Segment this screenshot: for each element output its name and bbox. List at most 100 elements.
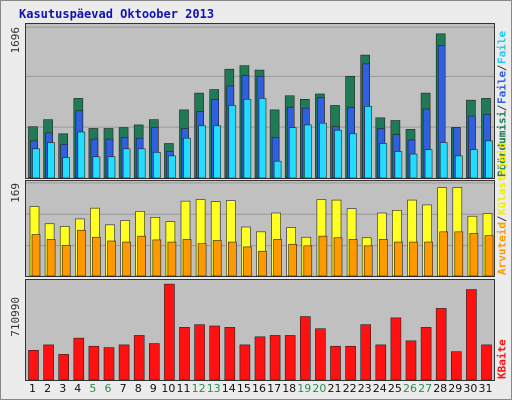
hosts-bar-9 xyxy=(152,239,162,277)
x-tick-label-9: 9 xyxy=(149,382,157,395)
kbytes-bar-8 xyxy=(133,335,145,381)
files-bar-24 xyxy=(379,143,388,179)
kbytes-bar-13 xyxy=(209,325,220,381)
hosts-bar-31 xyxy=(484,235,494,277)
files-bar-13 xyxy=(213,125,221,179)
hosts-bar-8 xyxy=(137,235,146,277)
x-tick-label-11: 11 xyxy=(176,382,191,395)
hosts-bar-11 xyxy=(182,239,192,277)
middle-y-max-label: 169 xyxy=(9,183,22,203)
hosts-bar-13 xyxy=(212,240,222,277)
hits-files-panel xyxy=(25,23,495,179)
hosts-bar-20 xyxy=(318,235,328,277)
files-bar-18 xyxy=(288,127,297,179)
hosts-bar-1 xyxy=(31,234,41,277)
x-tick-label-26: 26 xyxy=(403,382,417,395)
files-bar-1 xyxy=(32,148,40,179)
x-tick-label-3: 3 xyxy=(59,382,67,395)
hosts-bar-6 xyxy=(107,240,116,277)
kbytes-bar-16 xyxy=(254,336,266,381)
kbytes-bar-22 xyxy=(345,345,356,381)
hosts-bar-3 xyxy=(61,245,71,277)
kbytes-bar-29 xyxy=(450,351,462,381)
hosts-bar-16 xyxy=(258,250,267,277)
hosts-bar-24 xyxy=(378,239,388,277)
files-bar-14 xyxy=(228,105,237,179)
kbytes-bar-24 xyxy=(375,344,387,381)
x-tick-label-28: 28 xyxy=(433,382,448,395)
files-bar-9 xyxy=(153,152,161,179)
hosts-bar-30 xyxy=(469,233,479,277)
hosts-bar-4 xyxy=(76,229,86,277)
kbytes-bar-28 xyxy=(435,308,447,381)
kbytes-bar-20 xyxy=(315,328,326,381)
hosts-bar-10 xyxy=(167,241,177,277)
kbytes-bar-2 xyxy=(43,344,54,381)
x-tick-label-8: 8 xyxy=(134,382,142,395)
kbytes-bar-9 xyxy=(149,343,160,381)
hosts-bar-28 xyxy=(439,231,449,277)
hosts-bar-12 xyxy=(197,243,207,277)
files-bar-17 xyxy=(273,160,282,179)
x-tick-label-24: 24 xyxy=(372,382,387,395)
hosts-bar-29 xyxy=(454,231,464,277)
kbytes-bar-30 xyxy=(466,289,477,381)
files-bar-30 xyxy=(470,149,478,179)
middle-legend: Arvuteid / Külastajaid xyxy=(493,143,511,275)
x-tick-label-29: 29 xyxy=(448,382,463,395)
files-bar-7 xyxy=(122,148,131,179)
files-bar-21 xyxy=(334,129,342,179)
hosts-bar-25 xyxy=(394,241,403,277)
files-bar-26 xyxy=(409,153,418,179)
kbytes-bar-27 xyxy=(420,327,432,381)
kbytes-bar-10 xyxy=(164,283,175,381)
x-tick-label-23: 23 xyxy=(357,382,372,395)
x-tick-label-18: 18 xyxy=(282,382,297,395)
files-bar-8 xyxy=(137,148,146,179)
hosts-bar-18 xyxy=(288,243,298,277)
legend-hits: Faile xyxy=(495,71,509,105)
hosts-bar-22 xyxy=(348,239,358,277)
hosts-bar-26 xyxy=(409,241,418,277)
files-bar-11 xyxy=(183,137,191,179)
x-tick-label-7: 7 xyxy=(119,382,127,395)
files-bar-20 xyxy=(319,122,327,179)
files-bar-27 xyxy=(424,149,433,179)
x-tick-label-21: 21 xyxy=(327,382,342,395)
kbytes-bar-5 xyxy=(88,345,100,381)
kbytes-bar-15 xyxy=(239,344,251,381)
x-tick-label-19: 19 xyxy=(297,382,312,395)
kbytes-bar-11 xyxy=(179,327,190,381)
x-tick-label-4: 4 xyxy=(74,382,82,395)
x-tick-label-6: 6 xyxy=(104,382,112,395)
hosts-bar-27 xyxy=(424,241,433,277)
hits-files-chart xyxy=(26,26,494,179)
hosts-bar-7 xyxy=(122,241,131,277)
legend-hosts: Arvuteid xyxy=(495,222,509,275)
kbytes-bar-14 xyxy=(224,327,236,381)
x-tick-label-17: 17 xyxy=(267,382,282,395)
x-tick-label-31: 31 xyxy=(478,382,493,395)
legend-files: Faile xyxy=(495,31,509,65)
files-bar-2 xyxy=(47,142,55,179)
legend-visitors: Külastajaid xyxy=(495,142,509,216)
legend-kbytes: KBaite xyxy=(495,339,509,379)
legend-separator: / xyxy=(495,64,509,72)
x-tick-label-30: 30 xyxy=(463,382,478,395)
files-bar-5 xyxy=(92,156,101,179)
x-tick-label-10: 10 xyxy=(161,382,176,395)
visits-chart xyxy=(26,182,494,277)
x-tick-label-25: 25 xyxy=(387,382,402,395)
kbytes-bar-4 xyxy=(73,337,85,381)
kbytes-bar-1 xyxy=(28,349,39,381)
files-bar-16 xyxy=(258,98,267,179)
x-tick-label-5: 5 xyxy=(89,382,97,395)
kbytes-bar-18 xyxy=(284,335,296,381)
kbytes-bar-25 xyxy=(390,317,402,381)
hosts-bar-19 xyxy=(303,245,313,277)
kbytes-bar-19 xyxy=(299,316,311,381)
x-tick-label-15: 15 xyxy=(236,382,251,395)
hosts-bar-15 xyxy=(243,246,252,277)
files-bar-12 xyxy=(198,125,206,179)
